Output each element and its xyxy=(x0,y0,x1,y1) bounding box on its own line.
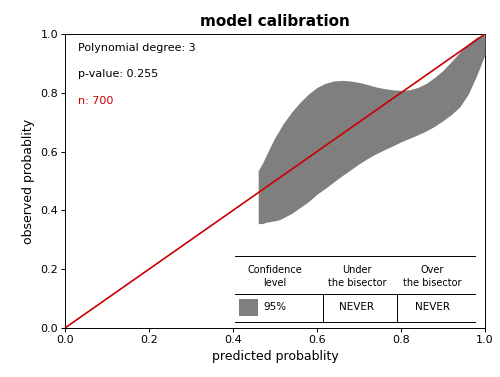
Y-axis label: observed probablity: observed probablity xyxy=(22,118,35,244)
Text: Polynomial degree: 3: Polynomial degree: 3 xyxy=(78,43,195,53)
Text: NEVER: NEVER xyxy=(415,302,450,313)
Text: Confidence
level: Confidence level xyxy=(248,265,302,288)
Text: p-value: 0.255: p-value: 0.255 xyxy=(78,69,158,79)
X-axis label: predicted probablity: predicted probablity xyxy=(212,351,338,363)
Text: Under
the bisector: Under the bisector xyxy=(328,265,386,288)
Text: NEVER: NEVER xyxy=(340,302,374,313)
Text: 95%: 95% xyxy=(264,302,286,313)
Title: model calibration: model calibration xyxy=(200,14,350,29)
Bar xyxy=(240,299,258,316)
Text: n: 700: n: 700 xyxy=(78,96,113,106)
Text: Over
the bisector: Over the bisector xyxy=(403,265,462,288)
